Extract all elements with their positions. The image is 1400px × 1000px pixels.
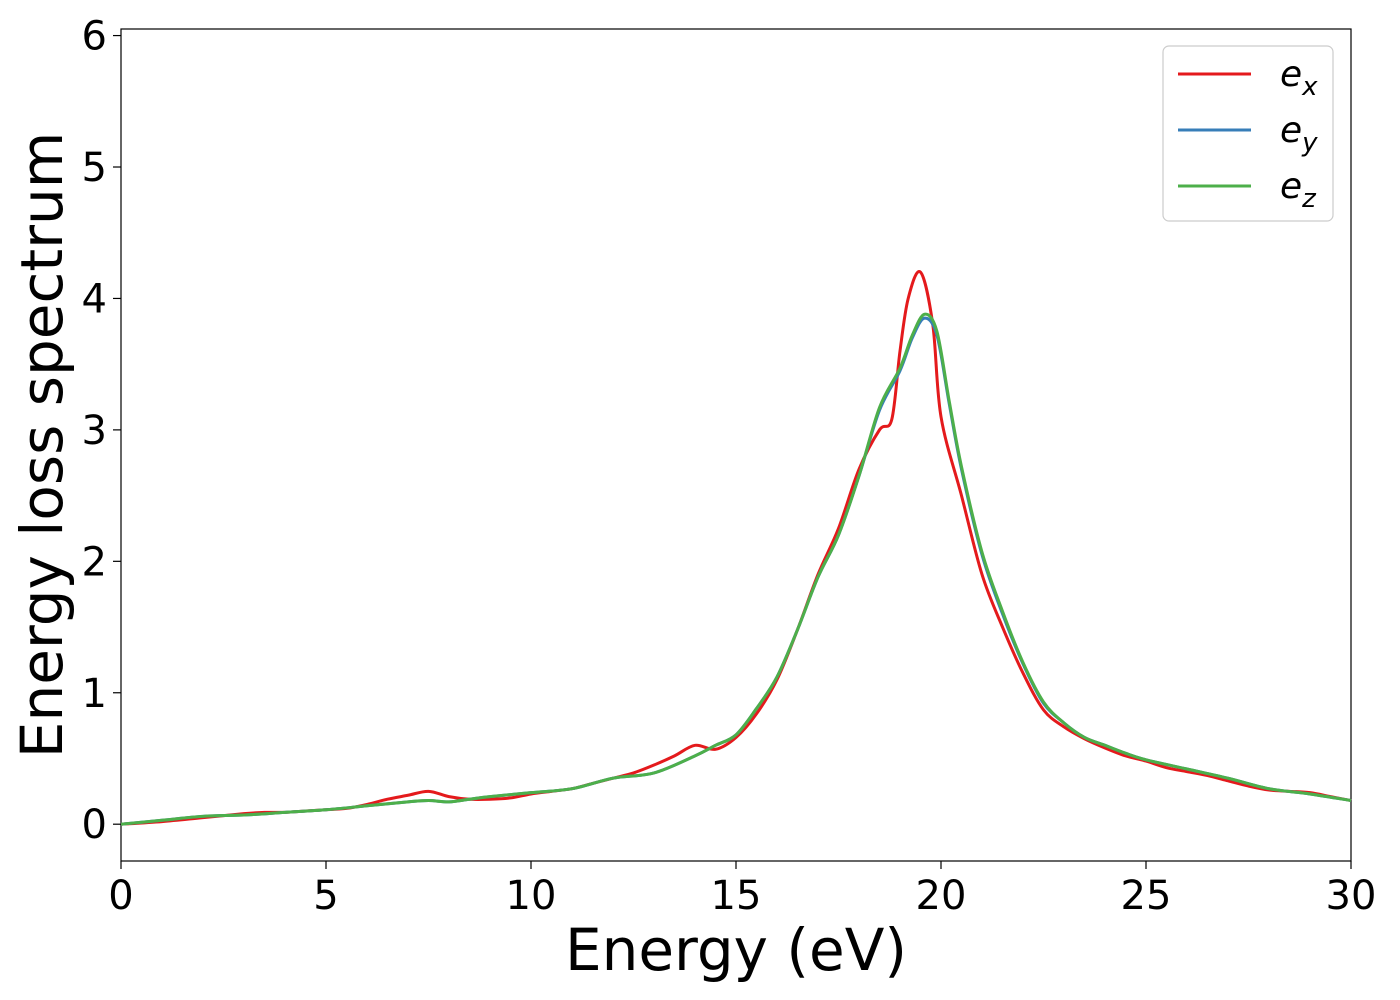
legend-box (1162, 45, 1334, 222)
legend-label-subscript: y (1301, 128, 1318, 158)
legend-label-ey: ey (1280, 110, 1318, 158)
series-line-ex (120, 269, 1352, 826)
y-tick-label: 2 (82, 539, 107, 585)
x-tick-label: 10 (506, 873, 557, 919)
legend-label-base: e (1280, 166, 1302, 207)
y-axis: 0 1 2 3 4 5 6 (82, 14, 121, 848)
legend-label-base: e (1280, 110, 1302, 151)
y-tick-label: 6 (82, 14, 107, 60)
x-tick-label: 5 (313, 873, 338, 919)
series-line-ez (120, 312, 1352, 826)
x-tick-label: 20 (916, 873, 967, 919)
y-axis-label: Energy loss spectrum (8, 132, 76, 758)
x-tick-label: 30 (1326, 873, 1377, 919)
legend-label-ez: ez (1280, 166, 1317, 214)
x-axis-label: Energy (eV) (565, 916, 907, 984)
legend-label-ex: ex (1280, 54, 1318, 102)
x-tick-label: 15 (711, 873, 762, 919)
series-line-ey (120, 316, 1352, 826)
y-tick-label: 1 (82, 671, 107, 717)
x-axis: 0 5 10 15 20 25 30 (108, 861, 1376, 919)
y-tick-label: 5 (82, 145, 107, 191)
y-tick-label: 4 (82, 276, 107, 322)
x-tick-label: 25 (1121, 873, 1172, 919)
legend-label-subscript: z (1301, 184, 1317, 214)
legend-label-base: e (1280, 54, 1302, 95)
series-layer (120, 269, 1352, 826)
x-tick-label: 0 (108, 873, 133, 919)
y-tick-label: 0 (82, 802, 107, 848)
legend-label-subscript: x (1301, 72, 1318, 102)
y-tick-label: 3 (82, 408, 107, 454)
